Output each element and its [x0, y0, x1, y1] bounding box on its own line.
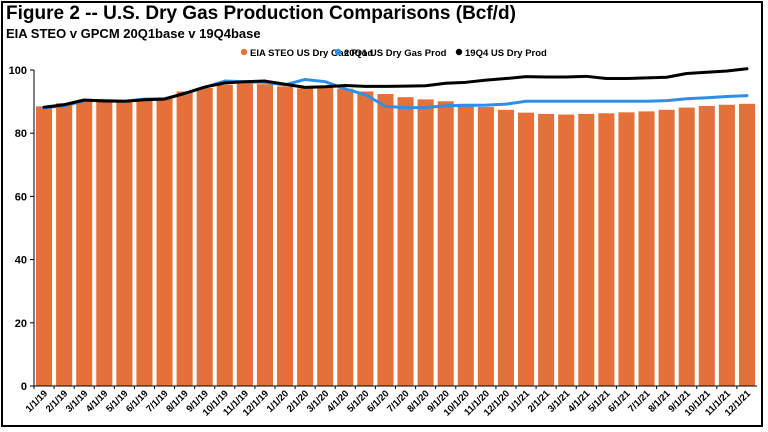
legend-marker-0 — [240, 48, 248, 56]
bar-9-1-19 — [196, 88, 213, 386]
y-tick-label: 100 — [9, 65, 27, 77]
x-tick-label: 8/1/20 — [405, 388, 431, 414]
y-tick-label: 40 — [15, 255, 27, 267]
bar-12-1-20 — [497, 109, 514, 386]
bar-5-1-20 — [357, 91, 374, 387]
x-tick-label: 6/1/19 — [124, 388, 150, 414]
x-tick-label: 5/1/19 — [104, 388, 130, 414]
x-tick-label: 5/1/20 — [345, 388, 371, 414]
x-tick-label: 3/1/19 — [64, 388, 90, 414]
bar-1-1-19 — [36, 106, 53, 386]
bar-6-1-20 — [377, 94, 394, 387]
bar-11-1-20 — [477, 106, 494, 386]
legend-marker-1 — [334, 48, 342, 56]
series-line-2 — [42, 67, 749, 109]
bar-7-1-21 — [638, 111, 655, 387]
bar-11-1-19 — [236, 82, 253, 386]
bar-2-1-21 — [538, 113, 555, 387]
bar-9-1-21 — [678, 107, 695, 386]
bar-6-1-19 — [136, 100, 153, 386]
bar-10-1-21 — [698, 106, 715, 387]
bar-3-1-21 — [558, 114, 575, 386]
x-tick-label: 2/1/20 — [285, 388, 311, 414]
bar-8-1-21 — [658, 109, 675, 386]
x-tick-label: 6/1/20 — [365, 388, 391, 414]
bar-10-1-20 — [457, 103, 474, 386]
x-tick-label: 7/1/19 — [144, 388, 170, 414]
x-tick-label: 3/1/20 — [305, 388, 331, 414]
bar-8-1-19 — [176, 91, 193, 387]
bar-7-1-20 — [397, 97, 414, 387]
bar-12-1-21 — [738, 103, 755, 386]
lines-layer — [42, 67, 749, 110]
bar-1-1-20 — [277, 86, 294, 387]
bar-2-1-20 — [297, 88, 314, 386]
legend-label-1: 20Q1 US Dry Gas Prod — [344, 48, 447, 59]
bar-7-1-19 — [156, 98, 173, 386]
bar-4-1-19 — [96, 100, 113, 387]
legend-label-0: EIA STEO US Dry Gas Prod — [250, 48, 373, 59]
bar-8-1-20 — [417, 99, 434, 386]
x-tick-label: 4/1/19 — [84, 388, 110, 414]
chart-title: Figure 2 -- U.S. Dry Gas Production Comp… — [6, 3, 516, 24]
bar-5-1-19 — [116, 102, 133, 386]
bar-5-1-21 — [598, 113, 615, 386]
bar-2-1-19 — [56, 103, 73, 387]
x-tick-label: 7/1/20 — [385, 388, 411, 414]
chart-subtitle: EIA STEO v GPCM 20Q1base v 19Q4base — [6, 26, 261, 41]
bar-11-1-21 — [718, 104, 735, 386]
x-tick-label: 2/1/19 — [44, 388, 70, 414]
y-tick-label: 0 — [21, 381, 27, 393]
x-tick-label: 1/1/19 — [24, 388, 50, 414]
legend-label-2: 19Q4 US Dry Prod — [465, 48, 547, 59]
bar-3-1-20 — [317, 87, 334, 386]
bar-3-1-19 — [76, 100, 93, 386]
bar-4-1-21 — [578, 113, 595, 387]
bar-6-1-21 — [618, 112, 635, 386]
bar-9-1-20 — [437, 101, 454, 386]
y-tick-label: 20 — [15, 318, 27, 330]
legend-marker-2 — [455, 48, 463, 56]
x-tick-label: 1/1/20 — [265, 388, 291, 414]
bar-4-1-20 — [337, 88, 354, 386]
x-tick-label: 4/1/20 — [325, 388, 351, 414]
x-tick-label: 8/1/19 — [164, 388, 190, 414]
y-tick-label: 60 — [15, 191, 27, 203]
bar-10-1-19 — [216, 84, 233, 386]
y-tick-label: 80 — [15, 128, 27, 140]
bars-layer — [36, 82, 755, 387]
bar-1-1-21 — [518, 112, 535, 386]
bar-12-1-19 — [256, 84, 273, 386]
